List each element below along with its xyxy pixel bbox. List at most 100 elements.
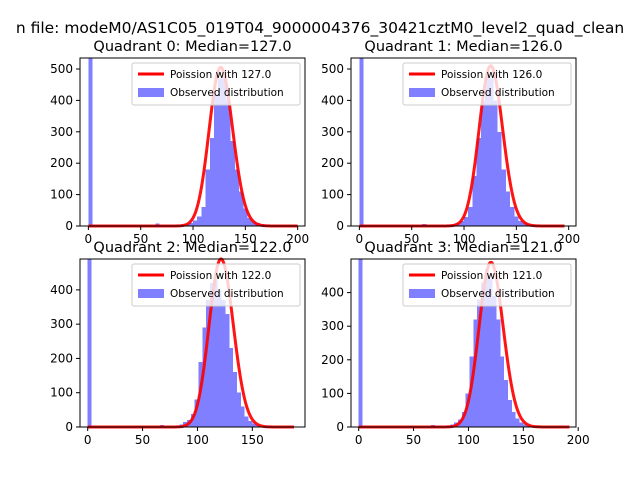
histogram-bar <box>505 191 511 226</box>
histogram-bar <box>507 400 512 427</box>
x-tick-label: 50 <box>404 232 419 246</box>
legend-label: Observed distribution <box>441 87 555 99</box>
legend: Poission with 127.0 Observed distribution <box>131 62 301 106</box>
histogram-bar <box>497 131 502 226</box>
histogram-bar <box>510 207 515 226</box>
x-tick-label: 50 <box>406 433 421 447</box>
histogram-bar <box>240 406 245 427</box>
y-tick-label: 500 <box>321 62 344 76</box>
histogram-bar <box>188 222 194 226</box>
legend-frame <box>402 263 572 307</box>
y-tick-label: 400 <box>50 93 73 107</box>
histogram-bar <box>88 58 93 226</box>
axes-frame <box>350 258 577 428</box>
histogram-bar <box>504 379 508 427</box>
y-tick-label: 200 <box>321 156 344 170</box>
histogram-bar <box>484 269 489 427</box>
histogram-bar <box>226 100 231 226</box>
subplot-3: 0 50 100 150 200 0 100 200 300 400 Quadrant 3: Med… <box>321 240 590 447</box>
histogram-bar <box>239 191 244 226</box>
histogram-bar <box>511 411 516 427</box>
y-tick-label: 200 <box>50 156 73 170</box>
histogram-bar <box>492 295 497 427</box>
x-tick-label: 100 <box>453 232 476 246</box>
histogram-bar <box>230 141 235 226</box>
y-tick-label: 100 <box>321 386 344 400</box>
y-tick-label: 100 <box>321 188 344 202</box>
legend-label: Observed distribution <box>441 288 555 300</box>
histogram-bar <box>464 217 469 226</box>
subplot-title: Quadrant 1: Median=126.0 <box>364 39 562 55</box>
histogram-bar <box>476 138 481 226</box>
x-tick-label: 100 <box>457 433 480 447</box>
y-tick-label: 300 <box>321 319 344 333</box>
histogram-bar <box>523 424 528 427</box>
legend-label: Poission with 121.0 <box>441 270 542 282</box>
histogram-bar <box>210 283 214 427</box>
subplot-2: 0 50 100 150 0 100 200 300 400 Quadrant 2: Median… <box>50 240 306 447</box>
subplot-1: 0 50 100 150 200 0 100 200 300 400 500 Quadrant 1: … <box>321 39 580 246</box>
legend: Poission with 126.0 Observed distribution <box>402 62 572 106</box>
histogram-bar <box>233 372 237 427</box>
legend: Poission with 121.0 Observed distribution <box>402 263 572 307</box>
y-tick-label: 300 <box>321 125 344 139</box>
histogram-bar <box>359 58 364 226</box>
x-tick-label: 150 <box>234 232 257 246</box>
subplot-title: Quadrant 2: Median=122.0 <box>93 240 291 256</box>
legend-frame <box>131 62 301 106</box>
x-tick-label: 0 <box>356 232 364 246</box>
histogram-bar <box>519 422 524 427</box>
legend-bar-swatch <box>409 88 435 97</box>
y-tick-label: 0 <box>65 219 73 233</box>
histogram-bar <box>209 138 214 226</box>
histogram-bar <box>244 416 249 427</box>
histogram-bar <box>465 393 470 427</box>
histogram-bar <box>251 221 256 226</box>
legend-bar-swatch <box>409 289 435 298</box>
histogram-bar <box>247 218 252 226</box>
legend: Poission with 122.0 Observed distribution <box>131 263 301 307</box>
legend-frame <box>131 263 301 307</box>
axes-frame <box>350 57 577 227</box>
histogram-bar <box>484 75 490 226</box>
y-tick-label: 100 <box>50 386 73 400</box>
legend-label: Observed distribution <box>170 87 284 99</box>
y-tick-label: 0 <box>336 219 344 233</box>
histogram-bar <box>252 423 257 427</box>
histogram-bar <box>234 169 240 226</box>
histogram-bar <box>225 313 230 427</box>
y-tick-label: 100 <box>50 188 73 202</box>
y-tick-label: 500 <box>50 62 73 76</box>
x-tick-label: 150 <box>505 232 528 246</box>
histogram-bar <box>488 279 493 427</box>
histogram-bar <box>358 259 363 427</box>
histogram-bar <box>243 208 248 226</box>
histogram-bars <box>358 259 531 427</box>
histogram-bar <box>218 78 223 226</box>
axes-frame <box>79 57 306 227</box>
y-tick-label: 200 <box>321 353 344 367</box>
histogram-bar <box>515 418 520 427</box>
x-tick-label: 200 <box>557 232 580 246</box>
histogram-bar <box>197 216 202 226</box>
histogram-bar <box>193 220 198 226</box>
x-tick-label: 200 <box>567 433 590 447</box>
histogram-bar <box>501 169 506 226</box>
histogram-bar <box>468 207 473 226</box>
histogram-bar <box>217 289 222 427</box>
legend-bar-swatch <box>138 88 164 97</box>
legend-frame <box>402 62 572 106</box>
legend-label: Poission with 122.0 <box>170 270 271 282</box>
histogram-bar <box>213 279 218 427</box>
histogram-bar <box>514 216 519 226</box>
y-tick-label: 400 <box>50 283 73 297</box>
x-tick-label: 0 <box>84 433 92 447</box>
histogram-bar <box>472 175 477 226</box>
histogram-bar <box>496 319 501 427</box>
axes-frame <box>79 258 306 428</box>
legend-label: Poission with 126.0 <box>441 69 542 81</box>
histogram-bar <box>236 392 241 427</box>
y-tick-label: 300 <box>50 125 73 139</box>
